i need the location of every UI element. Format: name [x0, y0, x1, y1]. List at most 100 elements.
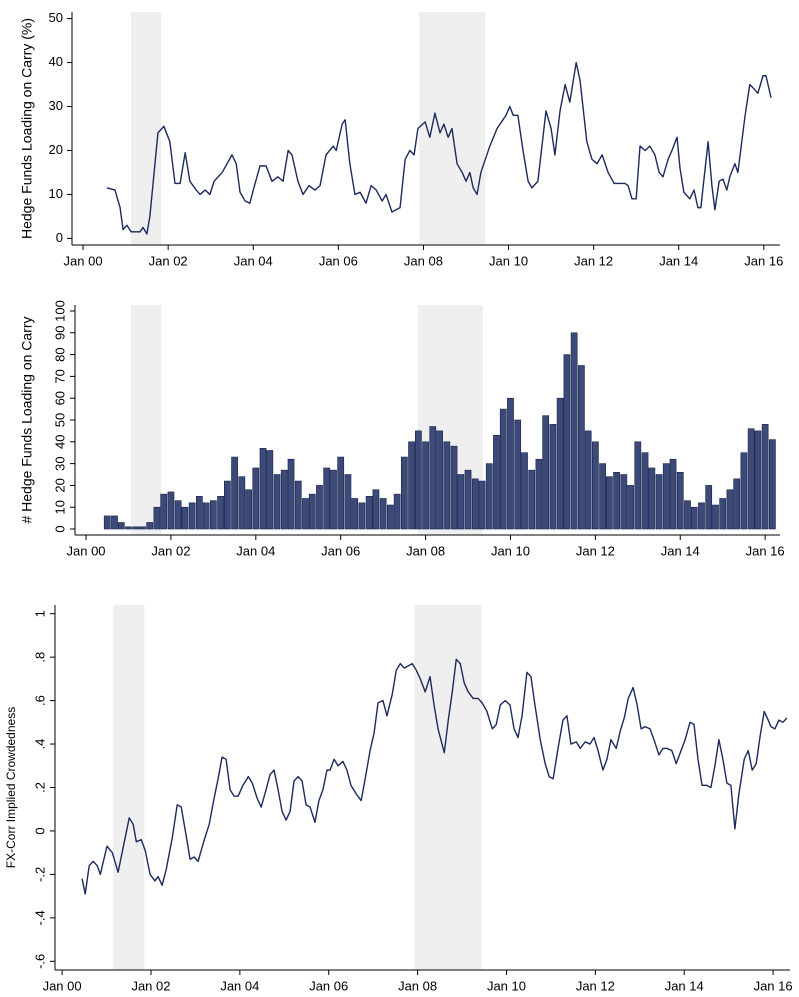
bar [761, 424, 769, 530]
y-tick-label: .4 [32, 739, 47, 750]
y-tick-label: 80 [52, 347, 67, 361]
bar [485, 463, 493, 530]
shaded-region [131, 12, 161, 245]
bar [139, 526, 146, 530]
y-axis-title: FX-Corr Implied Crowdedness [4, 707, 18, 868]
bar [662, 463, 670, 530]
bar [337, 456, 345, 530]
bar [401, 456, 408, 530]
series-line [81, 658, 788, 895]
y-tick-label: 30 [49, 98, 63, 113]
bar [181, 506, 189, 530]
bar [379, 498, 387, 530]
bar [556, 397, 564, 530]
bar [351, 498, 359, 530]
x-tick-label: Jan 10 [489, 253, 528, 268]
x-tick-label: Jan 12 [576, 978, 615, 993]
bar [563, 354, 571, 530]
y-tick-label: 70 [52, 369, 67, 383]
bar [153, 506, 161, 530]
bar [210, 500, 217, 530]
y-tick-label: 1 [32, 610, 47, 617]
bar [669, 458, 677, 530]
bar [457, 474, 465, 530]
bar [111, 515, 118, 530]
bar [386, 504, 394, 530]
bar [372, 489, 380, 530]
bar [719, 498, 727, 530]
series-line [106, 61, 772, 235]
x-tick-label: Jan 00 [67, 543, 106, 558]
bar [323, 467, 331, 530]
bar [132, 526, 140, 530]
bar [528, 469, 536, 530]
y-tick-label: 60 [52, 391, 67, 405]
bar [188, 502, 196, 530]
bar [117, 522, 125, 530]
y-tick-label: 20 [52, 478, 67, 492]
bar [422, 441, 429, 530]
bar [754, 430, 762, 530]
bar [592, 441, 599, 530]
x-tick-label: Jan 02 [151, 543, 190, 558]
bar [599, 463, 606, 530]
y-tick-label: -.4 [32, 910, 47, 925]
bar [259, 448, 267, 530]
bar [287, 458, 295, 530]
x-tick-label: Jan 04 [236, 543, 275, 558]
y-tick-label: 0 [32, 827, 47, 834]
x-tick-label: Jan 08 [398, 978, 437, 993]
bar [344, 474, 352, 530]
x-tick-label: Jan 04 [234, 253, 273, 268]
bar [627, 485, 634, 530]
x-tick-label: Jan 08 [406, 543, 445, 558]
bar [174, 500, 182, 530]
bar [584, 430, 592, 530]
y-tick-label: 0 [52, 525, 67, 532]
bar [655, 474, 663, 530]
bar [507, 397, 514, 530]
shaded-region [131, 305, 162, 535]
bar [620, 474, 628, 530]
shaded-region [414, 605, 483, 970]
bar [747, 428, 755, 530]
bar [231, 456, 238, 530]
bar [690, 506, 698, 530]
bar [330, 469, 337, 530]
bar [634, 441, 642, 530]
bar [542, 415, 550, 530]
bar [415, 430, 422, 530]
y-tick-label: .2 [32, 782, 47, 793]
bar [549, 424, 557, 530]
bar [535, 458, 543, 530]
y-tick-label: 90 [52, 326, 67, 340]
bar [464, 469, 472, 530]
bar [358, 502, 366, 530]
bar [103, 515, 111, 530]
bar [712, 504, 719, 530]
bar [570, 332, 578, 530]
x-tick-label: Jan 10 [491, 543, 530, 558]
bar [768, 439, 776, 530]
y-tick-label: 0 [56, 230, 63, 245]
x-tick-label: Jan 16 [744, 253, 783, 268]
shaded-region [113, 605, 145, 970]
bar [160, 493, 168, 530]
bar [202, 502, 210, 530]
y-tick-label: 10 [49, 186, 63, 201]
x-tick-label: Jan 06 [321, 543, 360, 558]
y-axis-title: Hedge Funds Loading on Carry (%) [19, 18, 35, 239]
bar [613, 472, 620, 530]
y-tick-label: 40 [52, 435, 67, 449]
bar [726, 489, 734, 530]
bar [429, 426, 437, 530]
bar [436, 430, 443, 530]
bar [684, 500, 691, 530]
x-tick-label: Jan 00 [64, 253, 103, 268]
y-tick-label: 40 [49, 54, 63, 69]
bar [238, 476, 246, 530]
x-tick-label: Jan 08 [404, 253, 443, 268]
x-tick-label: Jan 16 [746, 543, 785, 558]
y-tick-label: .8 [32, 652, 47, 663]
